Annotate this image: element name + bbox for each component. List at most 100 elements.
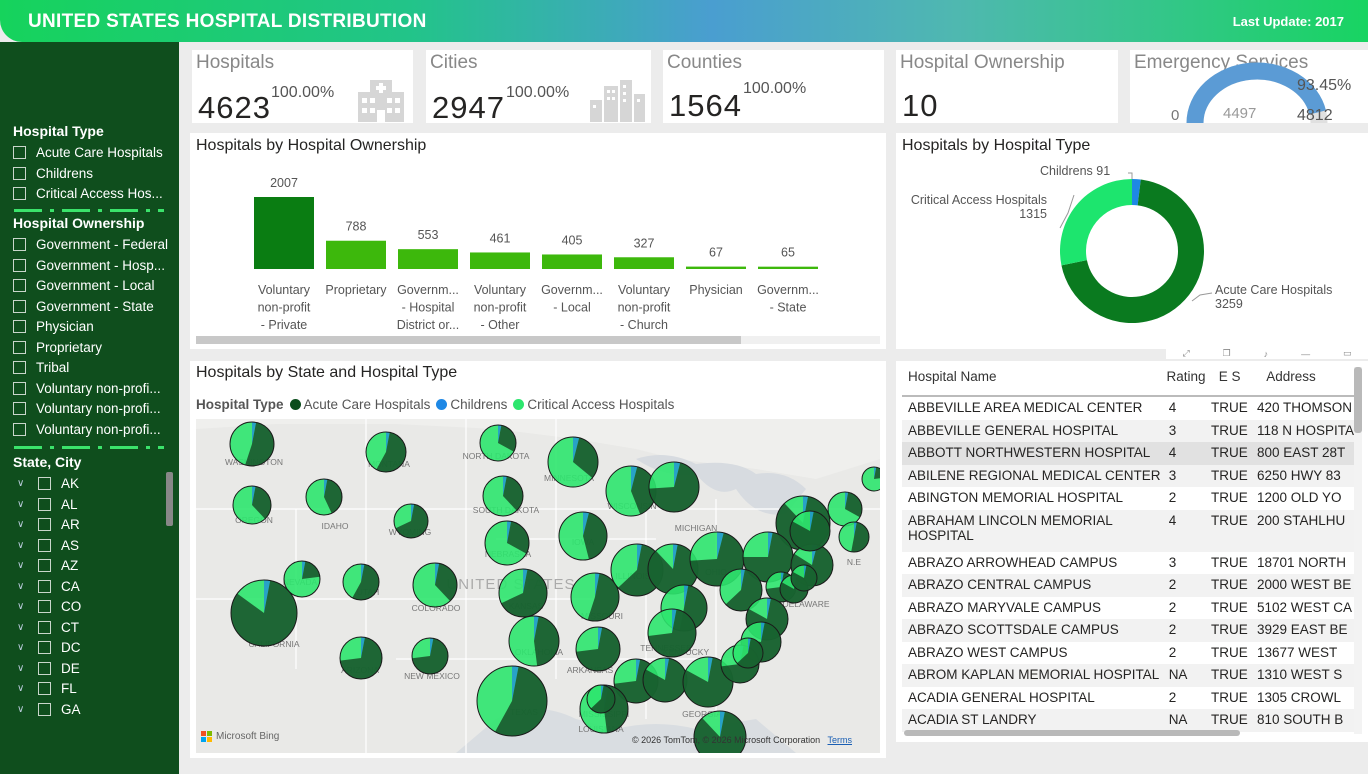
state-pie-bubble[interactable] bbox=[586, 684, 616, 714]
donut-slice[interactable] bbox=[1061, 179, 1204, 323]
bar[interactable] bbox=[398, 249, 458, 269]
alert-bell-icon[interactable]: ♪ bbox=[1263, 349, 1269, 359]
state-option[interactable]: ∨ AK bbox=[17, 476, 79, 491]
state-pie-bubble[interactable] bbox=[498, 568, 548, 618]
vertical-scrollbar[interactable] bbox=[1354, 367, 1362, 734]
checkbox[interactable] bbox=[38, 477, 51, 490]
ownership-option[interactable]: Tribal bbox=[13, 360, 69, 375]
checkbox[interactable] bbox=[38, 641, 51, 654]
chevron-down-icon[interactable]: ∨ bbox=[17, 683, 25, 694]
bar[interactable] bbox=[254, 197, 314, 269]
state-pie-bubble[interactable] bbox=[484, 520, 530, 566]
chevron-down-icon[interactable]: ∨ bbox=[17, 478, 25, 489]
checkbox[interactable] bbox=[13, 340, 26, 354]
scrollbar-thumb[interactable] bbox=[196, 336, 741, 344]
ownership-option[interactable]: Voluntary non-profi... bbox=[13, 381, 161, 396]
scrollbar-thumb[interactable] bbox=[1354, 367, 1362, 433]
chevron-down-icon[interactable]: ∨ bbox=[17, 642, 25, 653]
ownership-option[interactable]: Physician bbox=[13, 319, 94, 334]
checkbox[interactable] bbox=[13, 187, 26, 200]
ownership-option[interactable]: Government - Hosp... bbox=[13, 258, 165, 273]
table-row[interactable]: ABBEVILLE GENERAL HOSPITAL 3 TRUE 118 N HOS… bbox=[902, 419, 1354, 442]
state-pie-bubble[interactable] bbox=[411, 637, 449, 675]
table-row[interactable]: ABRAZO CENTRAL CAMPUS 2 TRUE 2000 WEST BE bbox=[902, 574, 1354, 597]
checkbox[interactable] bbox=[38, 497, 51, 511]
checkbox[interactable] bbox=[13, 320, 26, 333]
table-row[interactable]: ACADIA GENERAL HOSPITAL 2 TRUE 1305 CROWL bbox=[902, 687, 1354, 710]
table-row[interactable]: ABRAZO ARROWHEAD CAMPUS 3 TRUE 18701 NORTH bbox=[902, 552, 1354, 575]
state-option[interactable]: ∨ AL bbox=[17, 497, 78, 512]
chevron-down-icon[interactable]: ∨ bbox=[17, 519, 25, 530]
filter-icon[interactable]: — bbox=[1301, 349, 1311, 359]
hospital-type-option[interactable]: Childrens bbox=[13, 166, 93, 181]
state-pie-bubble[interactable] bbox=[558, 511, 608, 561]
state-pie-bubble[interactable] bbox=[570, 572, 620, 622]
state-pie-bubble[interactable] bbox=[861, 466, 880, 492]
column-header[interactable]: E S bbox=[1218, 369, 1241, 384]
checkbox[interactable] bbox=[13, 146, 26, 159]
bar[interactable] bbox=[614, 257, 674, 269]
state-option[interactable]: ∨ AR bbox=[17, 517, 80, 532]
ownership-option[interactable]: Government - Federal bbox=[13, 237, 168, 252]
state-pie-bubble[interactable] bbox=[790, 564, 818, 592]
ownership-option[interactable]: Proprietary bbox=[13, 340, 102, 355]
column-header[interactable]: Address bbox=[1266, 369, 1316, 384]
state-pie-bubble[interactable] bbox=[508, 615, 560, 667]
terms-link[interactable]: Terms bbox=[827, 735, 853, 745]
checkbox[interactable] bbox=[13, 361, 26, 374]
ownership-option[interactable]: Voluntary non-profi... bbox=[13, 401, 161, 416]
table-row[interactable]: ABILENE REGIONAL MEDICAL CENTER 3 TRUE 6250… bbox=[902, 464, 1354, 487]
state-pie-bubble[interactable] bbox=[229, 421, 275, 467]
slicer-scrollbar[interactable] bbox=[166, 472, 173, 526]
state-pie-bubble[interactable] bbox=[412, 562, 458, 608]
state-option[interactable]: ∨ AZ bbox=[17, 558, 78, 573]
state-pie-bubble[interactable] bbox=[393, 503, 429, 539]
bar[interactable] bbox=[758, 266, 818, 269]
chevron-down-icon[interactable]: ∨ bbox=[17, 580, 25, 592]
state-option[interactable]: ∨ CO bbox=[17, 599, 81, 614]
column-header[interactable]: Rating bbox=[1166, 369, 1206, 384]
column-header[interactable]: Hospital Name bbox=[908, 369, 997, 384]
state-option[interactable]: ∨ GA bbox=[17, 702, 81, 717]
checkbox[interactable] bbox=[38, 518, 51, 531]
ownership-option[interactable]: Government - Local bbox=[13, 278, 155, 293]
bar[interactable] bbox=[470, 252, 530, 269]
table-row[interactable]: ABRAZO WEST CAMPUS 2 TRUE 13677 WEST bbox=[902, 642, 1354, 665]
state-pie-bubble[interactable] bbox=[339, 636, 383, 680]
legend-acute-care[interactable]: Acute Care Hospitals bbox=[289, 397, 430, 412]
checkbox[interactable] bbox=[13, 422, 26, 436]
state-pie-bubble[interactable] bbox=[648, 461, 700, 513]
checkbox[interactable] bbox=[13, 166, 26, 180]
state-pie-bubble[interactable] bbox=[547, 436, 599, 488]
map-canvas[interactable]: WASHINGTONMONTANANORTH DAKOTAMINNESOTAOR… bbox=[196, 419, 880, 753]
state-pie-bubble[interactable] bbox=[605, 465, 657, 517]
state-option[interactable]: ∨ DE bbox=[17, 661, 80, 676]
bar[interactable] bbox=[686, 266, 746, 269]
checkbox[interactable] bbox=[13, 238, 26, 251]
table-row[interactable]: ABROM KAPLAN MEMORIAL HOSPITAL NA TRUE 1310… bbox=[902, 664, 1354, 687]
state-option[interactable]: ∨ AS bbox=[17, 538, 79, 553]
state-pie-bubble[interactable] bbox=[647, 543, 699, 595]
state-pie-bubble[interactable] bbox=[693, 710, 747, 753]
horizontal-scrollbar[interactable] bbox=[196, 336, 880, 344]
state-pie-bubble[interactable] bbox=[732, 637, 764, 669]
checkbox[interactable] bbox=[38, 600, 51, 613]
state-pie-bubble[interactable] bbox=[575, 626, 621, 672]
chevron-down-icon[interactable]: ∨ bbox=[17, 539, 25, 551]
table-row[interactable]: ACADIA ST LANDRY NA TRUE 810 SOUTH B bbox=[902, 709, 1354, 732]
focus-mode-icon[interactable]: ▭ bbox=[1343, 348, 1352, 358]
state-pie-bubble[interactable] bbox=[647, 608, 697, 658]
state-pie-bubble[interactable] bbox=[642, 657, 688, 703]
state-option[interactable]: ∨ CA bbox=[17, 579, 80, 594]
checkbox[interactable] bbox=[13, 381, 26, 395]
state-option[interactable]: ∨ DC bbox=[17, 640, 81, 655]
table-row[interactable]: ABBEVILLE AREA MEDICAL CENTER 4 TRUE 420 TH… bbox=[902, 397, 1354, 420]
horizontal-scrollbar[interactable] bbox=[904, 730, 1240, 736]
table-row[interactable]: ABRAHAM LINCOLN MEMORIAL HOSPITAL 4 TRUE 20… bbox=[902, 509, 1354, 552]
chevron-down-icon[interactable]: ∨ bbox=[17, 498, 25, 510]
donut-slice[interactable] bbox=[1132, 179, 1141, 206]
ownership-option[interactable]: Government - State bbox=[13, 299, 154, 314]
state-pie-bubble[interactable] bbox=[476, 665, 548, 737]
hospital-type-option[interactable]: Critical Access Hos... bbox=[13, 186, 163, 201]
state-pie-bubble[interactable] bbox=[283, 560, 321, 598]
